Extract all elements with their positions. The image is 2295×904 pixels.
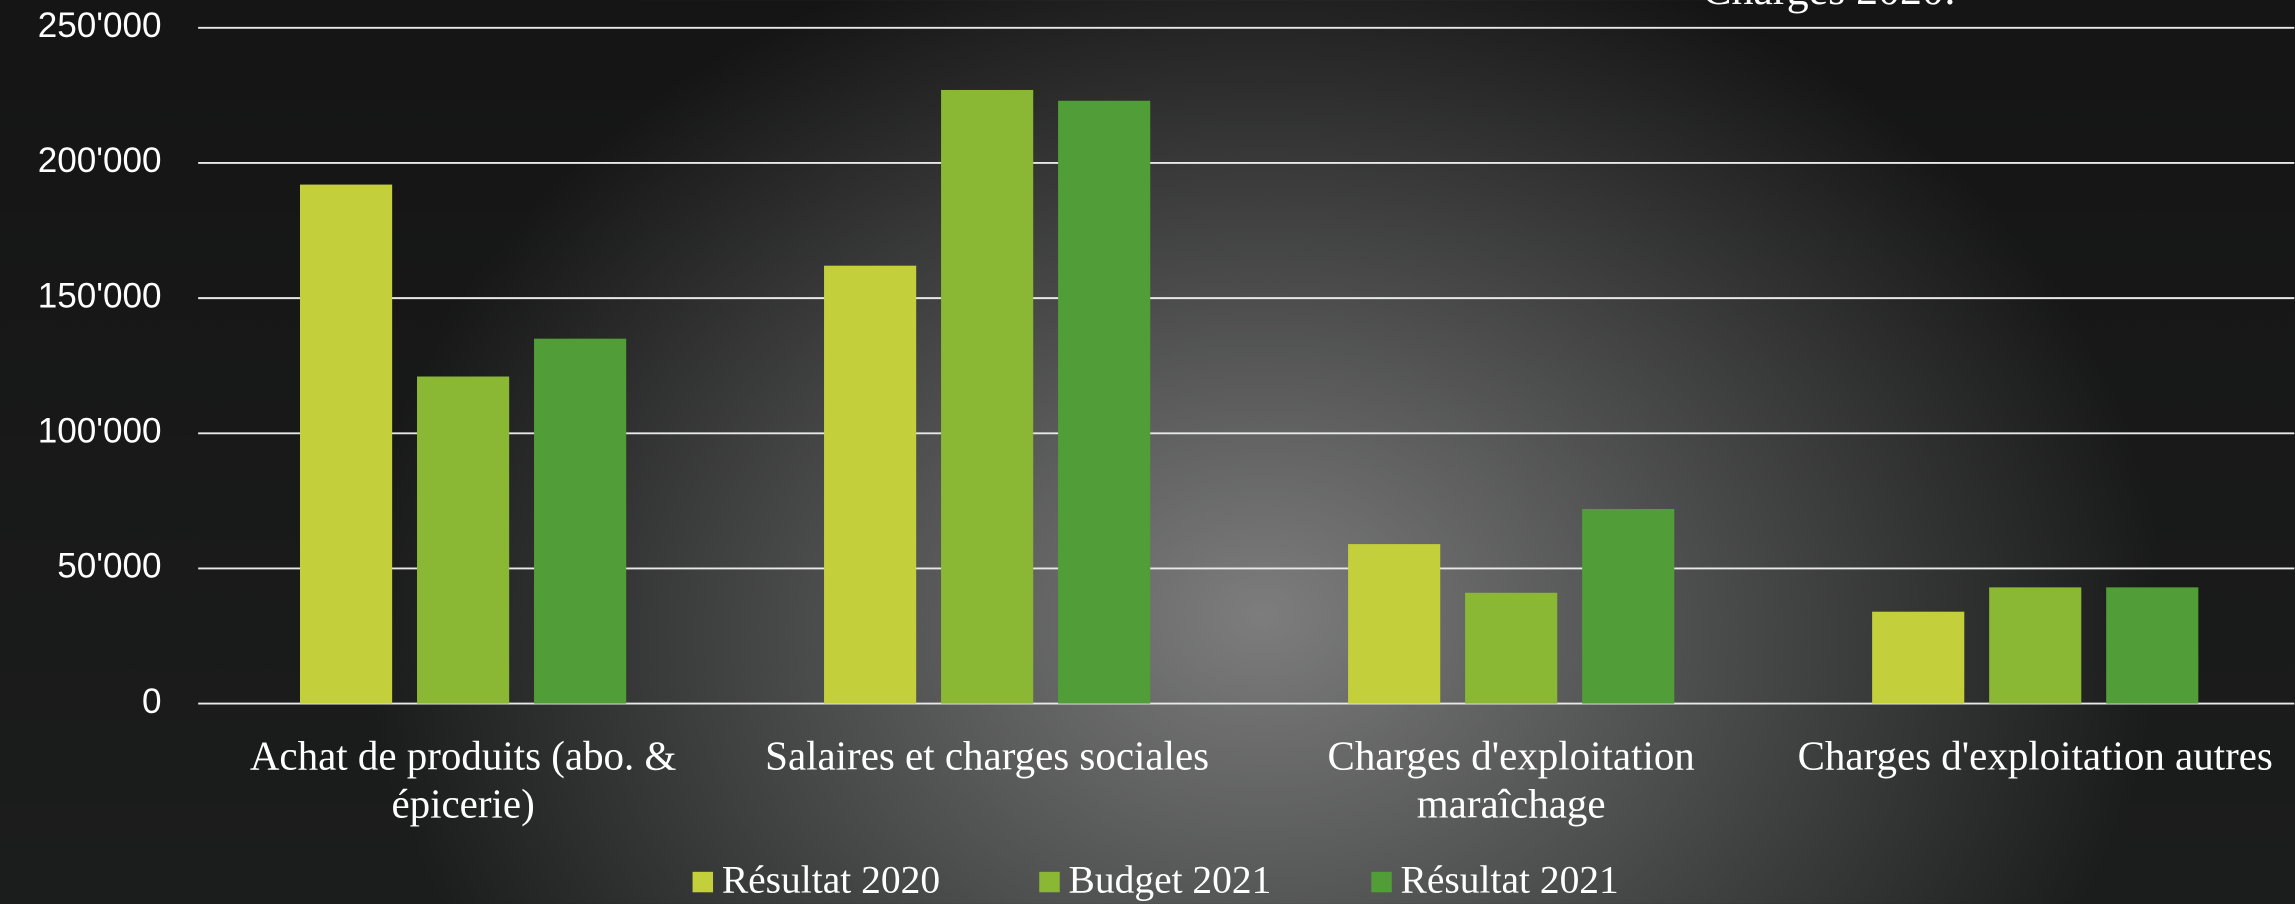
bar (1465, 592, 1558, 704)
bar (1989, 587, 2082, 704)
bar (1582, 508, 1675, 704)
x-tick-label-box: Achat de produits (abo. & épicerie) (249, 734, 677, 828)
legend-swatch (1371, 871, 1392, 893)
x-tick-label-box: Charges d'exploitation maraîchage (1327, 734, 1695, 828)
x-tick-label: Salaires et charges sociales (765, 734, 1210, 780)
y-tick-label: 0 (142, 682, 162, 721)
bar (1348, 544, 1441, 704)
y-tick-label: 200'000 (38, 141, 162, 180)
bar (1058, 100, 1151, 704)
legend-swatch (1039, 871, 1060, 893)
bar (417, 376, 510, 704)
x-tick-label: Charges d'exploitation autres (1797, 734, 2273, 780)
x-tick-label: Achat de produits (abo. & épicerie) (249, 734, 677, 828)
legend-label: Résultat 2021 (1401, 858, 1619, 902)
legend-label: Budget 2021 (1069, 858, 1272, 902)
bar (300, 184, 393, 704)
legend-label: Résultat 2020 (722, 858, 940, 902)
annotation: Charges 2020: (1702, 0, 1956, 14)
y-tick-label: 50'000 (57, 547, 161, 586)
bar (941, 89, 1034, 704)
bar (534, 338, 627, 704)
y-tick-label: 250'000 (38, 6, 162, 45)
x-tick-label-box: Salaires et charges sociales (765, 734, 1210, 780)
y-tick-label: 100'000 (38, 412, 162, 451)
legend-swatch (692, 871, 714, 893)
y-tick-label: 150'000 (38, 276, 162, 315)
x-tick-label: Charges d'exploitation maraîchage (1327, 734, 1695, 828)
bar (1872, 611, 1965, 704)
bar (2106, 587, 2199, 704)
x-tick-label-box: Charges d'exploitation autres (1797, 734, 2273, 780)
bar (824, 265, 917, 704)
